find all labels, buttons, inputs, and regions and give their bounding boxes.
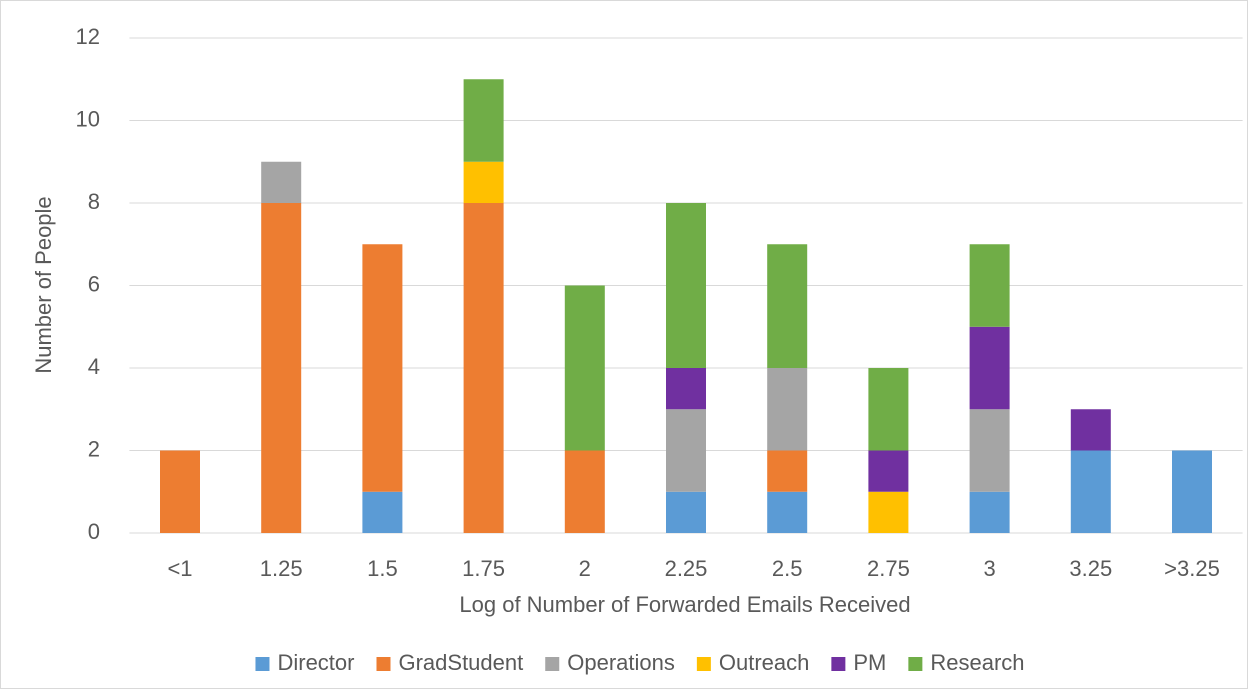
legend-swatch [376,657,391,671]
legend-label: PM [853,650,886,675]
bar-segment [868,450,909,492]
bar-segment [160,450,200,533]
legend-label: GradStudent [398,650,523,675]
y-tick-label: 6 [88,271,100,296]
legend-label: Outreach [719,650,810,675]
x-tick-label: 2.75 [867,556,910,581]
bar-segment [1070,409,1111,451]
bar-segment [463,79,504,162]
bar-segment [969,491,1010,533]
bar-segment [767,491,808,533]
bar-segment [1172,450,1212,533]
bar-segment [564,450,605,533]
legend-swatch [255,657,270,671]
y-tick-label: 12 [76,24,100,49]
legend-swatch [908,657,923,671]
legend-swatch [696,657,711,671]
bar-segment [261,161,302,203]
bar-segment [1070,450,1111,533]
y-axis-title: Number of People [31,196,56,373]
bar-segment [463,203,504,533]
x-tick-label: <1 [167,556,192,581]
x-tick-label: 1.25 [260,556,303,581]
x-tick-label: 1.5 [367,556,398,581]
x-tick-label: 2 [579,556,591,581]
bar-segment [666,368,706,410]
bar-segment [767,244,808,368]
y-tick-label: 0 [88,519,100,544]
legend-label: Director [277,650,354,675]
bar-segment [666,491,706,533]
y-tick-label: 2 [88,436,100,461]
y-tick-label: 4 [88,354,100,379]
bar-segment [868,491,909,533]
bar-segment [969,326,1010,410]
legend-label: Research [930,650,1024,675]
bar-segment [564,285,605,451]
x-axis-title: Log of Number of Forwarded Emails Receiv… [459,592,910,617]
legend-label: Operations [567,650,675,675]
bar-segment [362,244,403,492]
bar-segment [868,368,909,451]
bar-segment [463,161,504,203]
bar-segment [362,491,403,533]
legend-swatch [831,657,846,671]
x-tick-label: 3 [983,556,995,581]
legend-swatch [545,657,560,671]
y-tick-label: 10 [76,106,100,131]
bar-segment [261,203,302,533]
x-tick-label: >3.25 [1164,556,1220,581]
x-tick-label: 2.5 [772,556,803,581]
x-tick-label: 3.25 [1069,556,1112,581]
bar-segment [969,244,1010,327]
bar-segment [666,203,706,368]
x-tick-label: 1.75 [462,556,505,581]
y-tick-label: 8 [88,189,100,214]
bar-segment [666,409,706,492]
bar-segment [767,450,808,492]
x-tick-label: 2.25 [665,556,708,581]
bar-segment [767,368,808,451]
bar-segment [969,409,1010,492]
